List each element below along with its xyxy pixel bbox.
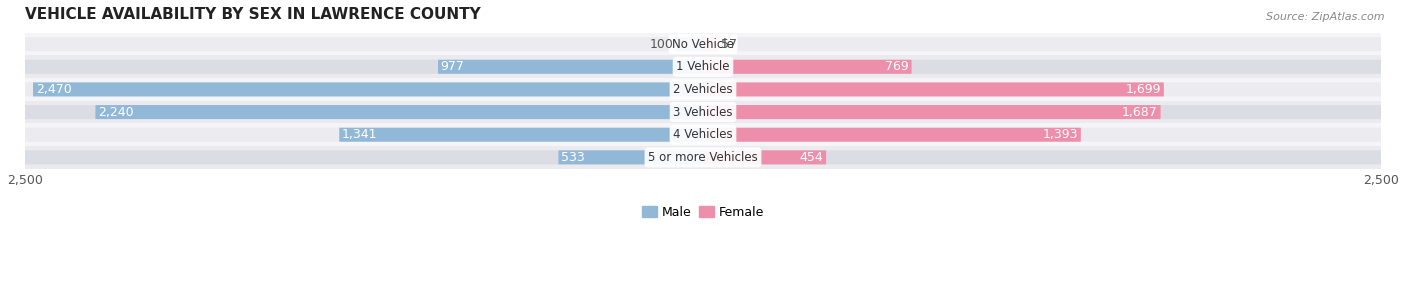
- Text: 1,687: 1,687: [1122, 106, 1159, 119]
- FancyBboxPatch shape: [25, 105, 1381, 119]
- FancyBboxPatch shape: [703, 150, 827, 164]
- Text: 4 Vehicles: 4 Vehicles: [673, 128, 733, 141]
- Legend: Male, Female: Male, Female: [637, 200, 769, 224]
- Text: 977: 977: [440, 60, 464, 73]
- Text: 5 or more Vehicles: 5 or more Vehicles: [648, 151, 758, 164]
- Bar: [25, 78, 1381, 101]
- Text: 533: 533: [561, 151, 585, 164]
- Text: 3 Vehicles: 3 Vehicles: [673, 106, 733, 119]
- Text: 2,240: 2,240: [98, 106, 134, 119]
- FancyBboxPatch shape: [25, 37, 1381, 51]
- Bar: [25, 101, 1381, 123]
- FancyBboxPatch shape: [32, 82, 703, 96]
- FancyBboxPatch shape: [25, 128, 1381, 142]
- FancyBboxPatch shape: [339, 128, 703, 142]
- FancyBboxPatch shape: [703, 105, 1160, 119]
- FancyBboxPatch shape: [25, 82, 1381, 96]
- Text: 1,699: 1,699: [1126, 83, 1161, 96]
- Text: Source: ZipAtlas.com: Source: ZipAtlas.com: [1267, 12, 1385, 22]
- Text: 57: 57: [721, 38, 737, 51]
- Bar: [25, 55, 1381, 78]
- Text: VEHICLE AVAILABILITY BY SEX IN LAWRENCE COUNTY: VEHICLE AVAILABILITY BY SEX IN LAWRENCE …: [25, 7, 481, 22]
- Text: 1,393: 1,393: [1043, 128, 1078, 141]
- Text: 769: 769: [886, 60, 908, 73]
- FancyBboxPatch shape: [676, 37, 703, 51]
- FancyBboxPatch shape: [558, 150, 703, 164]
- FancyBboxPatch shape: [703, 60, 911, 74]
- FancyBboxPatch shape: [96, 105, 703, 119]
- Text: 1 Vehicle: 1 Vehicle: [676, 60, 730, 73]
- Bar: [25, 146, 1381, 169]
- Bar: [25, 123, 1381, 146]
- FancyBboxPatch shape: [25, 150, 1381, 164]
- FancyBboxPatch shape: [703, 128, 1081, 142]
- FancyBboxPatch shape: [703, 37, 718, 51]
- Bar: [25, 33, 1381, 55]
- Text: 2 Vehicles: 2 Vehicles: [673, 83, 733, 96]
- FancyBboxPatch shape: [703, 82, 1164, 96]
- Text: 2,470: 2,470: [35, 83, 72, 96]
- FancyBboxPatch shape: [439, 60, 703, 74]
- Text: 100: 100: [650, 38, 673, 51]
- FancyBboxPatch shape: [25, 60, 1381, 74]
- Text: No Vehicle: No Vehicle: [672, 38, 734, 51]
- Text: 454: 454: [800, 151, 824, 164]
- Text: 1,341: 1,341: [342, 128, 377, 141]
